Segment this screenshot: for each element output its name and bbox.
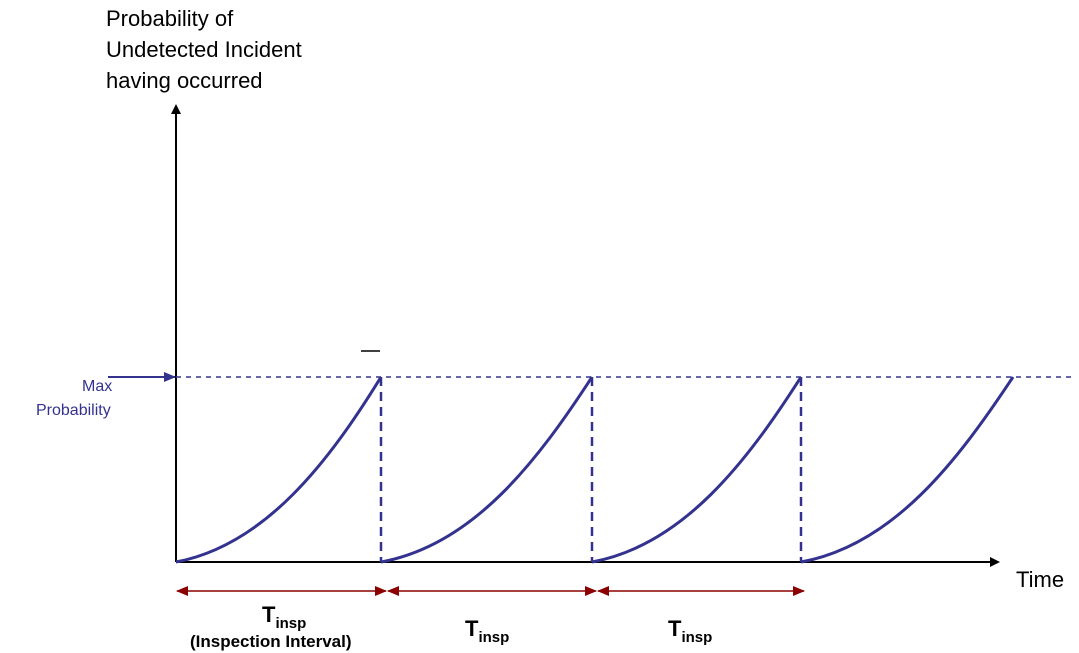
interval-note: (Inspection Interval) xyxy=(190,632,352,651)
interval-label: Tinsp xyxy=(465,616,509,646)
max-probability-label-line-2: Probability xyxy=(36,402,111,419)
x-axis-label: Time xyxy=(1016,567,1064,592)
y-axis-label-line-2: Undetected Incident xyxy=(106,37,302,62)
interval-labels: Tinsp (Inspection Interval) Tinsp Tinsp xyxy=(190,602,712,651)
y-axis-label-line-1: Probability of xyxy=(106,6,234,31)
y-axis-label-line-3: having occurred xyxy=(106,68,263,93)
probability-curve xyxy=(380,376,594,564)
probability-curve xyxy=(175,376,383,564)
probability-curves xyxy=(175,376,1015,564)
interval-label: Tinsp xyxy=(668,616,712,646)
interval-label: Tinsp xyxy=(262,602,306,632)
inspection-resets xyxy=(379,377,803,562)
max-probability-label-line-1: Max xyxy=(82,378,112,395)
y-axis-label: Probability of Undetected Incident havin… xyxy=(106,6,302,93)
probability-curve xyxy=(591,376,803,564)
probability-curve xyxy=(800,376,1015,564)
